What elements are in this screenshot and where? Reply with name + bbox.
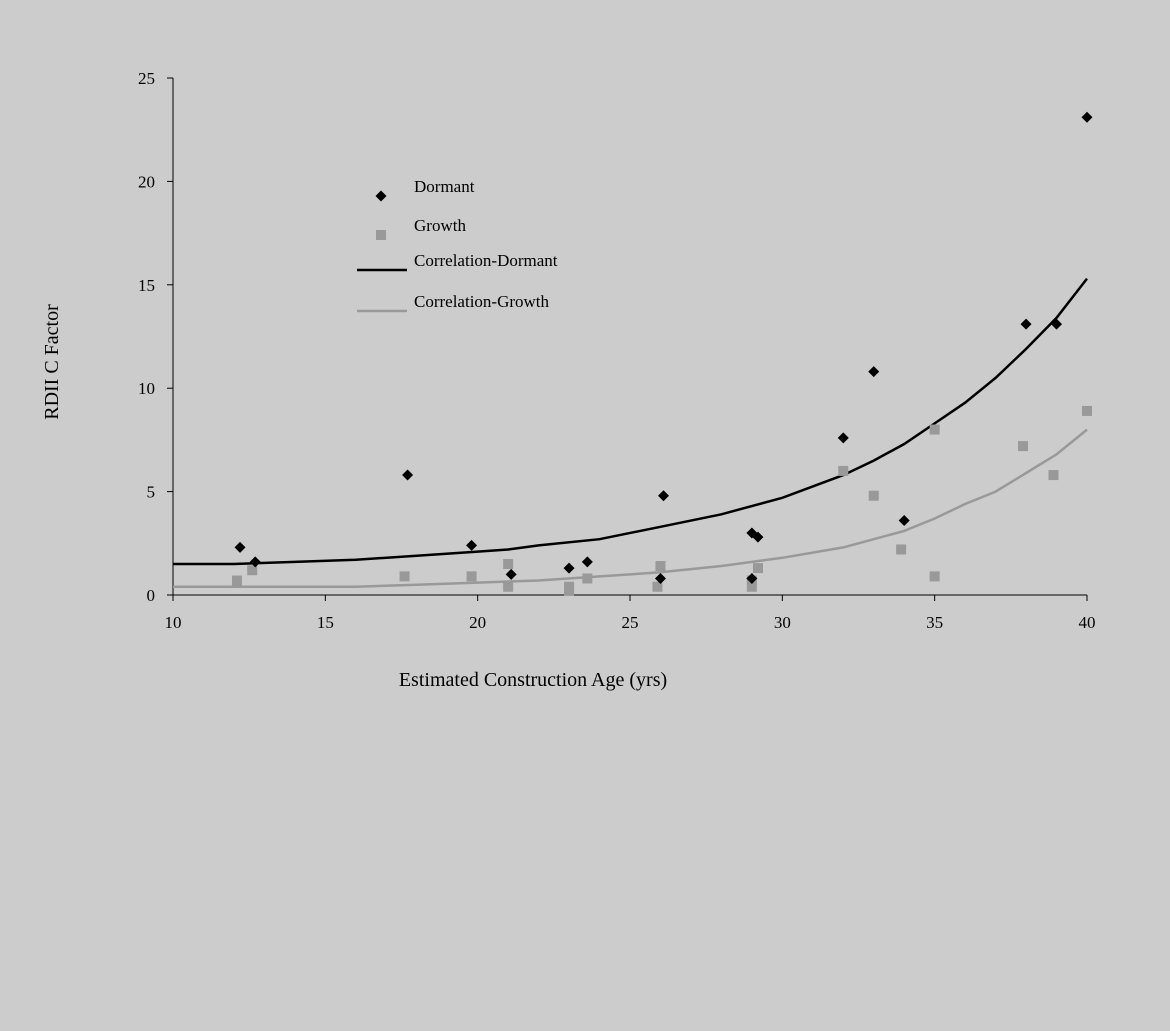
x-tick-label: 10 — [165, 613, 182, 632]
x-tick-label: 40 — [1079, 613, 1096, 632]
growth-point — [746, 581, 757, 592]
growth-point — [752, 563, 763, 574]
dormant-point — [752, 531, 764, 543]
x-tick-label: 35 — [926, 613, 943, 632]
growth-point — [582, 573, 593, 584]
dormant-point — [654, 572, 666, 584]
growth-point — [503, 558, 514, 569]
dormant-point — [249, 556, 261, 568]
legend: Dormant Growth Correlation-Dormant Correlat… — [357, 177, 558, 313]
x-tick-label: 20 — [469, 613, 486, 632]
legend-label-correlation-dormant: Correlation-Dormant — [414, 251, 558, 270]
dormant-point — [1081, 111, 1093, 123]
correlation-lines — [173, 277, 1088, 588]
y-tick-label: 5 — [147, 483, 156, 502]
y-axis-title: RDII C Factor — [41, 304, 63, 420]
growth-point — [564, 585, 575, 596]
dormant-legend-marker — [375, 190, 387, 202]
dormant-point — [746, 572, 758, 584]
x-tick-label: 25 — [622, 613, 639, 632]
axes: 0 5 10 15 20 25 10 15 20 25 30 35 40 — [138, 69, 1096, 632]
dormant-point — [505, 568, 517, 580]
growth-legend-marker — [376, 230, 386, 240]
x-axis-title: Estimated Construction Age (yrs) — [399, 669, 667, 691]
dormant-point — [581, 556, 593, 568]
dormant-point — [1051, 318, 1063, 330]
dormant-point — [1020, 318, 1032, 330]
dormant-point — [898, 515, 910, 527]
growth-point — [655, 561, 666, 572]
dormant-point — [466, 539, 478, 551]
dormant-point — [837, 432, 849, 444]
growth-point — [247, 565, 258, 576]
growth-point — [466, 571, 477, 582]
growth-point — [868, 490, 879, 501]
dormant-point — [234, 541, 246, 553]
y-tick-label: 10 — [138, 379, 155, 398]
legend-label-correlation-growth: Correlation-Growth — [414, 292, 550, 311]
growth-point — [503, 581, 514, 592]
growth-point — [838, 465, 849, 476]
growth-point — [652, 581, 663, 592]
dormant-point — [402, 469, 414, 481]
dormant-point — [563, 562, 575, 574]
growth-point — [1048, 470, 1059, 481]
y-tick-label: 15 — [138, 276, 155, 295]
data-points — [231, 111, 1093, 596]
growth-point — [1018, 441, 1029, 452]
legend-label-dormant: Dormant — [414, 177, 475, 196]
growth-point — [1082, 405, 1092, 416]
growth-point — [231, 575, 242, 586]
y-tick-label: 25 — [138, 69, 155, 88]
correlation-dormant-line — [173, 277, 1088, 566]
dormant-point — [658, 490, 670, 502]
y-tick-label: 20 — [138, 172, 155, 191]
x-tick-label: 30 — [774, 613, 791, 632]
legend-label-growth: Growth — [414, 216, 466, 235]
y-tick-label: 0 — [147, 586, 156, 605]
correlation-growth-line — [173, 428, 1088, 588]
dormant-point — [868, 366, 880, 378]
growth-point — [896, 544, 907, 555]
growth-point — [929, 571, 940, 582]
x-tick-label: 15 — [317, 613, 334, 632]
growth-point — [399, 571, 410, 582]
growth-point — [929, 424, 940, 435]
